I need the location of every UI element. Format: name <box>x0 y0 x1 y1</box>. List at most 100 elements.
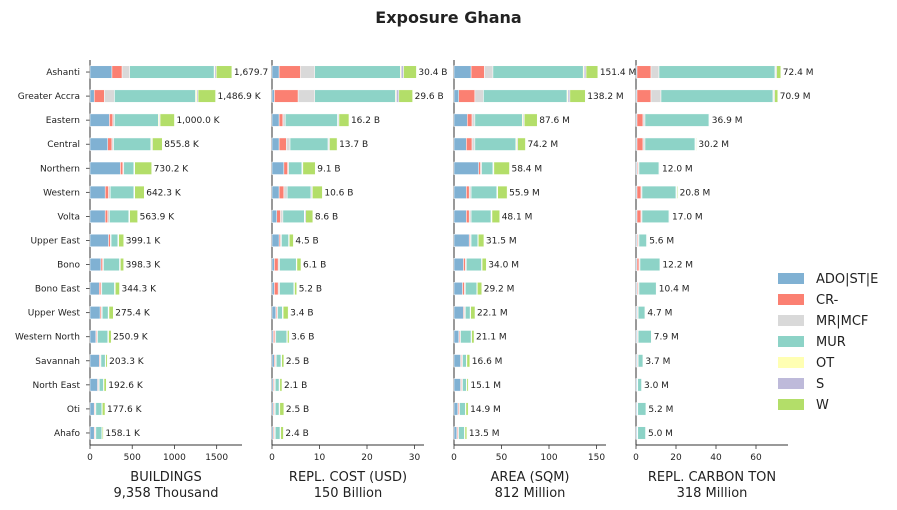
bar-segment <box>97 330 108 344</box>
bar-segment <box>583 65 587 79</box>
bar-segment <box>774 89 779 103</box>
bar-segment <box>483 89 568 103</box>
bar-segment <box>650 65 660 79</box>
bar-segment <box>123 161 135 175</box>
bar-value-label: 9.1 B <box>317 164 340 174</box>
bar-segment <box>639 258 661 272</box>
bar-segment <box>107 209 110 223</box>
bar-segment <box>465 282 478 296</box>
bar-segment <box>478 161 481 175</box>
bar-segment <box>466 354 471 368</box>
bar-segment <box>120 161 124 175</box>
bar-segment <box>492 65 584 79</box>
bar-value-label: 70.9 M <box>780 92 811 102</box>
bar-segment <box>497 185 508 199</box>
bar-segment <box>466 258 482 272</box>
bar-segment <box>465 402 469 416</box>
bar-segment <box>453 89 459 103</box>
category-label: Western <box>43 188 80 198</box>
bar-value-label: 55.9 M <box>509 188 540 198</box>
bar-segment <box>493 161 510 175</box>
bar-segment <box>101 306 109 320</box>
bar-segment <box>89 426 95 440</box>
bar-segment <box>338 113 350 127</box>
bar-segment <box>491 209 500 223</box>
bar-value-label: 5.2 B <box>299 285 322 295</box>
bar-segment <box>134 161 152 175</box>
bar-segment <box>585 65 599 79</box>
x-tick-label: 0 <box>633 453 639 463</box>
bar-segment <box>453 306 464 320</box>
bar-segment <box>215 65 233 79</box>
bar-segment <box>275 330 287 344</box>
bar-segment <box>636 209 642 223</box>
bar-segment <box>113 137 152 151</box>
bar-value-label: 250.9 K <box>113 333 149 343</box>
legend-swatch <box>778 315 804 326</box>
bar-segment <box>288 161 303 175</box>
bar-segment <box>471 330 475 344</box>
legend-entry: MR|MCF <box>816 314 868 329</box>
bar-value-label: 398.3 K <box>126 261 162 271</box>
bar-value-label: 3.0 M <box>644 381 669 391</box>
bar-value-label: 344.3 K <box>122 285 158 295</box>
bar-value-label: 74.2 M <box>527 140 558 150</box>
x-axis-label: BUILDINGS <box>130 470 201 485</box>
bar-segment <box>638 161 660 175</box>
bar-segment <box>109 209 130 223</box>
x-tick-label: 50 <box>496 453 508 463</box>
bar-segment <box>114 89 196 103</box>
bar-segment <box>103 378 107 392</box>
bar-segment <box>275 426 281 440</box>
bar-segment <box>102 402 106 416</box>
bar-value-label: 2.1 B <box>284 381 307 391</box>
bar-value-label: 8.6 B <box>315 212 338 222</box>
bar-segment <box>642 137 646 151</box>
bar-segment <box>636 185 642 199</box>
bar-segment <box>129 65 215 79</box>
bar-segment <box>460 330 472 344</box>
category-label: Volta <box>57 212 80 222</box>
bar-segment <box>463 258 466 272</box>
bar-value-label: 29.6 B <box>415 92 444 102</box>
bar-segment <box>275 402 280 416</box>
bar-segment <box>89 330 97 344</box>
bar-segment <box>314 89 396 103</box>
x-tick-label: 150 <box>588 453 605 463</box>
bar-segment <box>278 65 301 79</box>
category-label: Bono <box>57 261 80 271</box>
bar-segment <box>271 185 280 199</box>
bar-segment <box>459 402 466 416</box>
bar-segment <box>111 137 114 151</box>
bar-value-label: 4.5 B <box>295 236 318 246</box>
bar-segment <box>478 233 485 247</box>
bar-value-label: 563.9 K <box>140 212 176 222</box>
bar-segment <box>462 378 467 392</box>
bar-segment <box>396 89 400 103</box>
bar-segment <box>112 113 115 127</box>
bar-segment <box>470 233 479 247</box>
bar-value-label: 642.3 K <box>146 188 182 198</box>
bar-value-label: 10.6 B <box>324 188 353 198</box>
bar-segment <box>152 137 163 151</box>
bar-segment <box>89 65 113 79</box>
category-label: Oti <box>67 405 80 415</box>
bar-segment <box>289 137 329 151</box>
bar-segment <box>104 185 109 199</box>
bar-value-label: 34.0 M <box>488 261 519 271</box>
bar-segment <box>300 65 315 79</box>
bar-segment <box>400 65 404 79</box>
bar-value-label: 15.1 M <box>470 381 501 391</box>
bar-segment <box>89 185 106 199</box>
bar-segment <box>278 113 284 127</box>
bar-segment <box>279 378 283 392</box>
bar-value-label: 13.7 B <box>339 140 368 150</box>
bar-value-label: 29.2 M <box>484 285 515 295</box>
bar-segment <box>474 113 523 127</box>
bar-segment <box>109 113 114 127</box>
bar-segment <box>458 426 465 440</box>
bar-segment <box>274 282 279 296</box>
bar-segment <box>470 185 498 199</box>
bar-segment <box>89 258 102 272</box>
